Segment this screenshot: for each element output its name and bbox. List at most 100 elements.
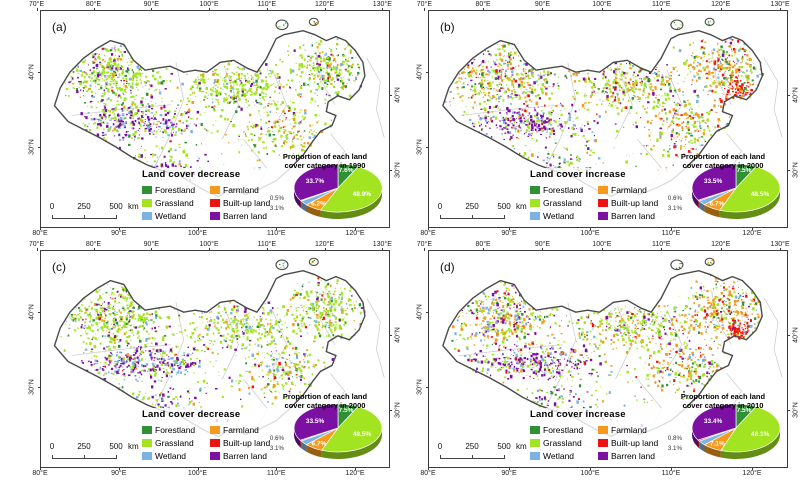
axis-tick [389,170,392,171]
legend-item: Built-up land [598,436,692,449]
axis-label-bottom: 110°E [661,470,681,477]
latitude-label: 40°N [28,304,36,320]
scale-bar-line [440,455,504,459]
axis-tick [36,8,38,11]
pie-title-line2: cover category in 2000 [284,401,366,411]
axis-label-bottom: 80°E [32,470,48,477]
scale-bar-tick-label: 500 [109,202,123,211]
legend-item-label: Barren land [611,450,655,461]
axis-label-bottom: 110°E [266,470,286,477]
axis-label-top: 130°E [372,241,392,248]
pie-slice-label: 6.7% [709,201,724,208]
latitude-label: 40°N [394,87,402,103]
scale-bar-tick-label: 0 [49,442,55,451]
pie-slice-label: 7.5% [737,167,752,174]
pie-title-line1: Proportion of each land [282,392,368,401]
pie-slice-label: 33.7% [306,178,325,185]
axis-tick [483,248,485,251]
axis-tick [38,387,41,388]
legend-items: Forestland Farmland Grassland Built-up land… [530,183,692,222]
legend-swatch-grassland [142,198,152,207]
legend-swatch-forestland [530,185,540,194]
legend-item: Forestland [530,183,594,196]
pie-slice-grassland [319,166,383,213]
pie-slice-barren [293,163,339,201]
legend-item-label: Built-up land [611,437,659,448]
legend-item-label: Farmland [223,184,259,195]
legend-item-label: Forestland [155,184,196,195]
legend-swatch-forestland [142,185,152,194]
pie-slice-label: 33.5% [704,178,723,185]
legend-swatch-farmland [598,425,608,434]
axis-label-top: 130°E [372,1,392,8]
pie-outside-label: 0.8% [668,435,682,442]
axis-label-top: 120°E [711,1,731,8]
legend-items: Forestland Farmland Grassland Built-up land… [142,183,304,222]
legend-item-label: Barren land [223,450,267,461]
legend-item-label: Forestland [543,424,584,435]
scale-bar-tick [440,215,441,219]
axis-tick [151,248,153,251]
axis-label-top: 70°E [416,241,433,248]
panel-label: (d) [440,260,455,274]
axis-tick [197,227,199,230]
pie-slice-label: 7.5% [737,407,752,414]
scale-bar-line [440,215,504,219]
pie-slice-side [294,188,301,208]
legend-swatch-wetland [530,451,540,460]
panel-label: (b) [440,20,455,34]
pie-slice-label: 48.1% [751,431,770,438]
legend-item-label: Grassland [543,197,582,208]
pie-slice-label: 6.2% [311,200,326,207]
scale-bar-tick-label: 250 [77,442,91,451]
pie-outside-label: 3.1% [270,205,284,212]
pie-slice-side [692,428,698,448]
axis-label-top: 110°E [257,1,277,8]
pie-outside-label: 3.1% [668,445,682,452]
axis-label-bottom: 80°E [420,470,436,477]
axis-label-bottom: 100°E [580,470,600,477]
scale-bar-tick-label: 0 [437,202,443,211]
pie-slice-side [320,188,382,220]
axis-label-bottom: 80°E [420,230,436,237]
legend-item-label: Farmland [223,424,259,435]
axis-tick [542,248,544,251]
latitude-label: 30°N [416,379,424,395]
legend-item: Farmland [598,183,692,196]
axis-tick [424,8,426,11]
legend-item: Barren land [598,209,692,222]
axis-label-top: 90°E [143,241,159,248]
axis-label-top: 100°E [592,1,612,8]
legend-swatch-wetland [142,451,152,460]
axis-tick [38,312,41,313]
pie-slice-label: 48.9% [353,191,372,198]
axis-tick [428,467,429,470]
pie-slice-side [301,441,307,452]
legend-swatch-wetland [142,211,152,220]
legend-item-label: Wetland [155,210,187,221]
legend-swatch-wetland [530,211,540,220]
legend-item: Wetland [530,209,594,222]
scale-bar-tick [440,455,441,459]
pie-outside-label: 0.6% [270,435,284,442]
axis-tick [590,227,591,230]
legend-swatch-builtup [210,438,220,447]
axis-label-top: 100°E [199,1,219,8]
pie-outside-label: 3.1% [270,445,284,452]
axis-label-top: 90°E [534,1,551,8]
pie-slice-side [699,441,705,452]
panel-d: (d) 70°E 80°E 90°E 100°E 110°E 120°E 130°E 80°E 9… [417,241,800,477]
axis-tick [787,335,790,336]
pie-slice-side [697,440,700,449]
axis-tick [780,248,782,251]
pie-slice-side [306,444,322,458]
latitude-label: 40°N [416,304,424,320]
axis-tick [118,227,120,230]
legend-item: Built-up land [598,196,692,209]
legend-item: Farmland [210,183,304,196]
axis-label-top: 110°E [651,1,671,8]
legend-item: Wetland [142,209,206,222]
scale-bar-line [52,455,116,459]
legend-item-label: Forestland [155,424,196,435]
scale-bar-tick-label: 250 [465,202,479,211]
